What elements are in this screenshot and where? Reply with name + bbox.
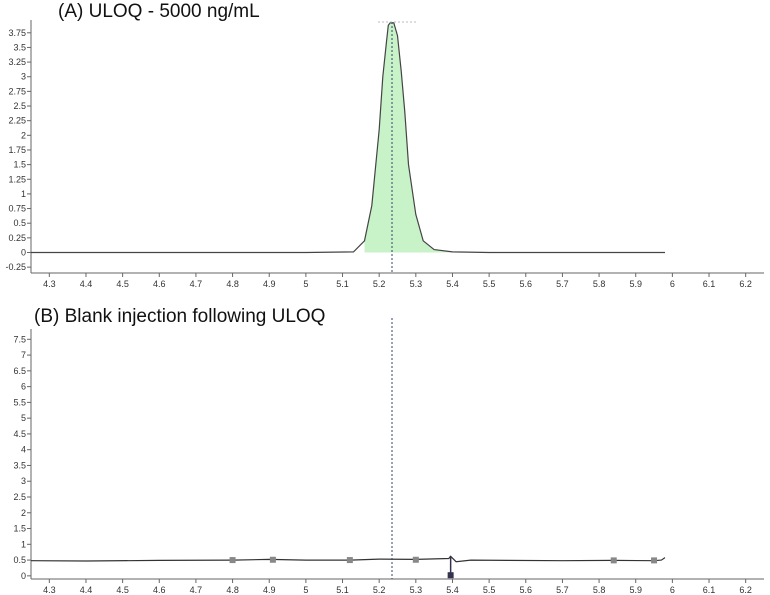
chart-b-x-tick-label: 4.5 <box>116 585 129 595</box>
chart-b-data-marker <box>229 557 236 564</box>
chart-b-data-marker <box>610 557 617 564</box>
chart-b-y-tick-label: 3 <box>21 476 26 486</box>
chart-b-panel: 0 0.5 1 1.5 2 2.5 3 3.5 4 4.5 5 5.5 6 6.5 7 7.5 4.3 4.4 4.… <box>13 318 764 595</box>
chart-a-x-tick-label: 5.3 <box>410 279 423 289</box>
chart-b-x-tick-label: 5.3 <box>410 585 423 595</box>
chart-a-title: (A) ULOQ - 5000 ng/mL <box>58 1 260 22</box>
chart-a-x-tick-label: 4.3 <box>43 279 56 289</box>
chart-b-title: (B) Blank injection following ULOQ <box>34 306 326 327</box>
chart-b-x-tick-label: 4.6 <box>153 585 166 595</box>
chart-b-x-tick-label: 5 <box>303 585 308 595</box>
chart-a-y-tick-label: 3.75 <box>8 28 26 38</box>
chart-b-x-tick-label: 5.2 <box>373 585 386 595</box>
chart-b-x-tick-label: 5.6 <box>520 585 533 595</box>
chart-a-x-tick-label: 5 <box>303 279 308 289</box>
chart-a-x-tick-label: 4.5 <box>116 279 129 289</box>
chart-b-x-tick-label: 4.3 <box>43 585 56 595</box>
chart-a-panel: -0.25 0 0.25 0.5 0.75 1 1.25 1.5 1.75 2 2.25 2.5 2.7… <box>5 20 764 289</box>
chart-a-x-tick-label: 6.2 <box>739 279 752 289</box>
chart-b-x-tick-label: 5.4 <box>446 585 459 595</box>
chart-a-y-tick-label: 2.5 <box>13 101 26 111</box>
chart-b-y-tick-label: 6.5 <box>13 366 26 376</box>
chart-a-x-tick-label: 4.4 <box>80 279 93 289</box>
chart-a-y-tick-label: 1.25 <box>8 174 26 184</box>
chart-a-x-tick-label: 6.1 <box>703 279 716 289</box>
chart-b-x-tick-label: 5.5 <box>483 585 496 595</box>
chart-a-y-tick-label: -0.25 <box>5 262 26 272</box>
chart-a-x-tick-label: 4.8 <box>226 279 239 289</box>
chart-a-y-tick-label: 0 <box>21 247 26 257</box>
chart-b-x-tick-label: 4.7 <box>190 585 203 595</box>
chart-b-data-marker <box>346 557 353 564</box>
chart-a-y-tick-label: 3.25 <box>8 57 26 67</box>
chart-a-y-tick-label: 3.5 <box>13 42 26 52</box>
chart-b-x-tick-label: 6.1 <box>703 585 716 595</box>
chart-b-y-tick-label: 5.5 <box>13 397 26 407</box>
chart-b-x-tick-label: 5.7 <box>556 585 569 595</box>
chart-a-y-tick-label: 0.25 <box>8 233 26 243</box>
chart-b-data-marker <box>651 557 658 564</box>
chart-b-data-marker <box>269 556 276 563</box>
chart-a-x-tick-label: 5.5 <box>483 279 496 289</box>
chart-a-x-tick-label: 5.9 <box>629 279 642 289</box>
chart-a-x-tick-label: 5.8 <box>593 279 606 289</box>
chart-b-y-tick-label: 7 <box>21 350 26 360</box>
chart-b-y-tick-label: 6 <box>21 382 26 392</box>
chart-a-y-tick-label: 1 <box>21 189 26 199</box>
chart-a-x-tick-label: 5.1 <box>336 279 349 289</box>
chart-b-y-tick-label: 4.5 <box>13 429 26 439</box>
chart-a-y-tick-label: 2 <box>21 130 26 140</box>
chart-b-data-marker <box>412 556 419 563</box>
chart-b-y-tick-label: 2.5 <box>13 492 26 502</box>
chart-a-x-tick-label: 5.7 <box>556 279 569 289</box>
chart-b-y-tick-label: 5 <box>21 413 26 423</box>
chart-b-y-tick-label: 0.5 <box>13 555 26 565</box>
chart-a-x-tick-label: 5.4 <box>446 279 459 289</box>
chart-a-y-tick-label: 2.25 <box>8 116 26 126</box>
chart-b-y-tick-label: 3.5 <box>13 460 26 470</box>
chart-b-y-tick-label: 1 <box>21 539 26 549</box>
chart-a-y-tick-label: 1.75 <box>8 145 26 155</box>
chart-b-y-tick-label: 0 <box>21 571 26 581</box>
chart-b-x-tick-label: 4.9 <box>263 585 276 595</box>
chart-a-x-tick-label: 4.6 <box>153 279 166 289</box>
chart-b-y-tick-label: 4 <box>21 445 26 455</box>
chart-b-data-marker <box>447 572 454 579</box>
chart-b-y-tick-label: 2 <box>21 508 26 518</box>
chart-b-x-tick-label: 6.2 <box>739 585 752 595</box>
chart-b-y-tick-label: 7.5 <box>13 334 26 344</box>
chart-a-x-tick-label: 6 <box>670 279 675 289</box>
chart-a-y-tick-label: 0.5 <box>13 218 26 228</box>
chart-a-x-tick-label: 5.2 <box>373 279 386 289</box>
chart-a-trace-line <box>31 22 665 254</box>
chart-b-y-tick-label: 1.5 <box>13 524 26 534</box>
chart-b-x-tick-label: 5.9 <box>629 585 642 595</box>
chart-a-y-tick-label: 0.75 <box>8 204 26 214</box>
chart-a-y-tick-label: 3 <box>21 72 26 82</box>
chart-a-y-tick-label: 2.75 <box>8 86 26 96</box>
chart-a-y-tick-label: 1.5 <box>13 160 26 170</box>
chart-b-x-tick-label: 6 <box>670 585 675 595</box>
chart-b-x-tick-label: 4.4 <box>80 585 93 595</box>
chart-b-x-tick-label: 4.8 <box>226 585 239 595</box>
chart-a-x-tick-label: 4.7 <box>190 279 203 289</box>
chart-a-peak-area <box>364 22 453 253</box>
chart-a-x-tick-label: 5.6 <box>520 279 533 289</box>
chart-b-x-tick-label: 5.1 <box>336 585 349 595</box>
chart-b-x-tick-label: 5.8 <box>593 585 606 595</box>
chart-a-x-tick-label: 4.9 <box>263 279 276 289</box>
